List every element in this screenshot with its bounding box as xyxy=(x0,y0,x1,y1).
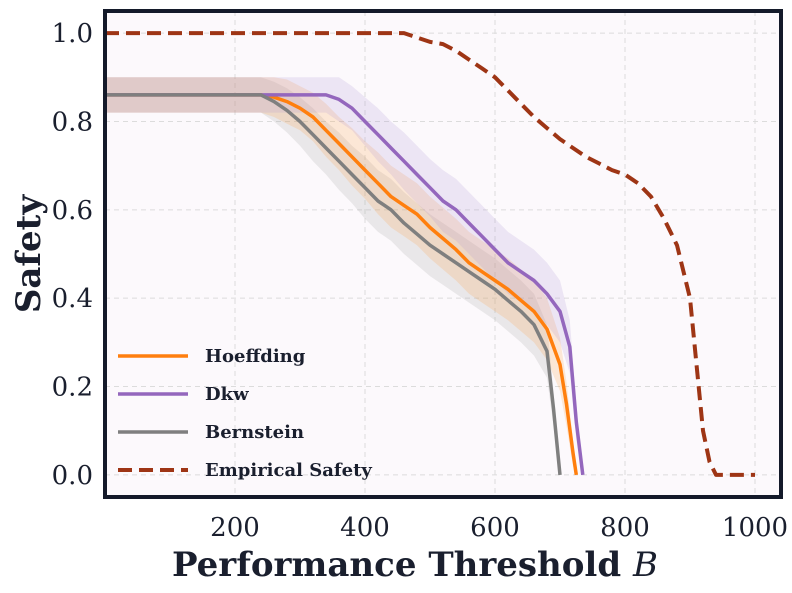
legend-label: Empirical Safety xyxy=(205,460,372,481)
legend-item-dkw: Dkw xyxy=(118,384,249,405)
series-line-empirical-safety xyxy=(105,31,755,477)
legend-label: Hoeffding xyxy=(205,346,306,367)
legend-label: Dkw xyxy=(205,384,249,405)
x-axis-label-variable: B xyxy=(632,545,658,585)
legend-item-bernstein: Bernstein xyxy=(118,422,304,443)
x-axis-label-text: Performance Threshold xyxy=(172,545,621,585)
x-tick-label: 400 xyxy=(340,513,390,543)
x-axis-label: Performance Threshold B xyxy=(172,545,658,585)
y-axis-label: Safety xyxy=(9,194,49,314)
plot-frame xyxy=(103,9,783,499)
legend-item-hoeffding: Hoeffding xyxy=(118,346,306,367)
x-tick-label: 800 xyxy=(600,513,650,543)
grid-lines xyxy=(105,11,781,497)
x-tick-label: 600 xyxy=(470,513,520,543)
y-tick-label: 0.0 xyxy=(52,461,93,491)
y-tick-label: 1.0 xyxy=(52,19,93,49)
series-line-dkw xyxy=(105,93,585,476)
axis-ticks: 200 400 600 800 1000 0.0 0.2 0.4 0.6 0.8 1.0 xyxy=(52,19,788,543)
y-tick-label: 0.4 xyxy=(52,284,93,314)
y-tick-label: 0.6 xyxy=(52,196,93,226)
series-line-hoeffding xyxy=(105,93,579,476)
series-lines xyxy=(105,31,755,477)
y-tick-label: 0.8 xyxy=(52,107,93,137)
band-hoeffding xyxy=(105,77,577,475)
x-tick-label: 1000 xyxy=(722,513,788,543)
y-tick-label: 0.2 xyxy=(52,373,93,403)
legend-item-empirical-safety: Empirical Safety xyxy=(118,460,372,481)
x-tick-label: 200 xyxy=(210,513,260,543)
legend: Hoeffding Dkw Bernstein Empirical Safety xyxy=(118,346,372,481)
legend-label: Bernstein xyxy=(205,422,304,443)
series-line-bernstein xyxy=(105,93,562,476)
